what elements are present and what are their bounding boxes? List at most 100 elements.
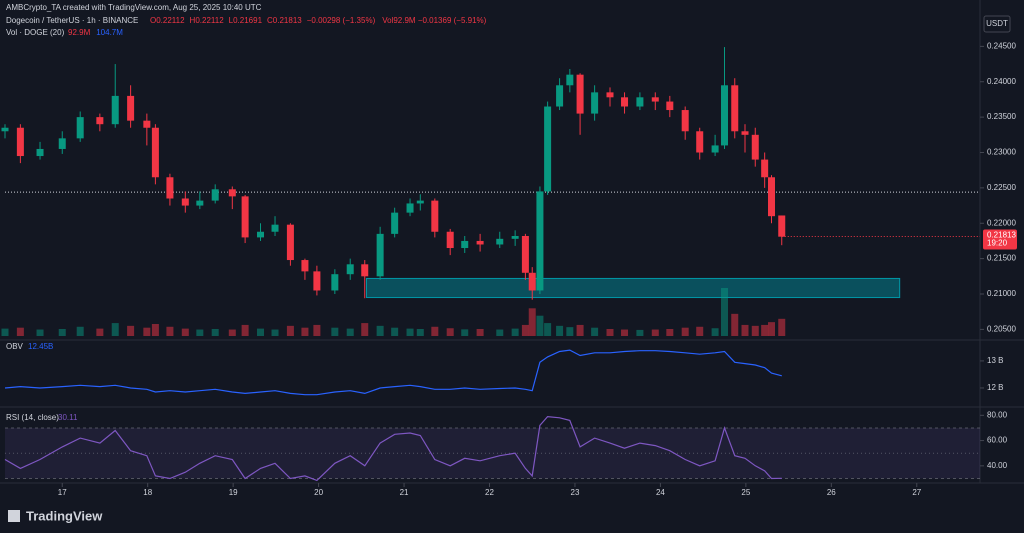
volume-bar <box>211 328 219 336</box>
y-tick-label: 0.21500 <box>987 254 1016 263</box>
candle-body <box>151 127 159 178</box>
y-tick-label: 0.23000 <box>987 148 1016 157</box>
volume-bar <box>606 328 614 336</box>
candle-body <box>58 138 66 149</box>
x-tick-label: 17 <box>58 488 67 497</box>
volume-bar <box>731 313 739 336</box>
candle-body <box>751 134 759 160</box>
candle-body <box>511 235 519 239</box>
rsi-value: 30.11 <box>58 413 78 422</box>
volume-bar <box>528 308 536 336</box>
last-price-box <box>983 229 1017 250</box>
volume-bar <box>446 328 454 336</box>
y-tick-label: 0.24500 <box>987 41 1016 50</box>
candle-body <box>271 224 279 232</box>
candle-body <box>544 106 552 192</box>
candle-body <box>286 224 294 261</box>
volume-value: 104.7M <box>96 28 123 37</box>
candle-body <box>536 191 544 291</box>
candle-body <box>446 231 454 249</box>
volume-bar <box>391 327 399 336</box>
rsi-tick-label: 40.00 <box>987 461 1008 470</box>
volume-bar <box>566 327 574 336</box>
volume-bar <box>58 328 66 336</box>
candle-body <box>391 212 399 234</box>
candle-body <box>778 215 786 237</box>
candle-body <box>143 120 151 128</box>
volume-bar <box>376 325 384 336</box>
volume-bar <box>166 326 174 336</box>
x-tick-label: 24 <box>656 488 665 497</box>
ohlc-value: −0.00298 (−1.35%) <box>307 16 376 25</box>
candle-body <box>228 189 236 197</box>
volume-bar <box>536 315 544 336</box>
candle-body <box>331 274 339 291</box>
volume-bar <box>96 328 104 336</box>
volume-bar <box>196 329 204 336</box>
countdown: 19:20 <box>987 239 1008 248</box>
candle-body <box>606 92 614 98</box>
y-tick-label: 0.24000 <box>987 77 1016 86</box>
x-tick-label: 18 <box>143 488 152 497</box>
volume-bar <box>636 329 644 336</box>
volume-bar <box>346 328 354 336</box>
volume-bar <box>256 328 264 336</box>
candle-body <box>111 95 119 125</box>
currency[interactable]: USDT <box>986 19 1008 28</box>
volume-bar <box>511 328 519 336</box>
y-tick-label: 0.22000 <box>987 218 1016 227</box>
candle-body <box>721 85 729 146</box>
candle-body <box>416 200 424 204</box>
rsi-tick-label: 80.00 <box>987 410 1008 419</box>
candle-body <box>711 145 719 153</box>
logo: TradingView <box>26 508 103 523</box>
volume-bar <box>416 328 424 336</box>
symbol: Dogecoin / TetherUS · 1h · BINANCE <box>6 16 138 25</box>
volume-bar <box>151 324 159 336</box>
ohlc-value: O0.22112 <box>150 16 185 25</box>
candle-body <box>767 177 775 217</box>
volume-bar <box>406 328 414 336</box>
volume-bar <box>711 328 719 336</box>
ohlc-value: C0.21813 <box>267 16 302 25</box>
volume-bar <box>181 328 189 336</box>
candle-body <box>181 198 189 206</box>
logo-icon <box>8 510 20 522</box>
candle-body <box>761 159 769 178</box>
volume-bar <box>301 327 309 336</box>
candle-body <box>696 131 704 153</box>
volume-bar <box>127 325 135 336</box>
volume-bar <box>361 323 369 336</box>
y-tick-label: 0.21000 <box>987 289 1016 298</box>
currency-box[interactable] <box>983 15 1011 33</box>
rsi-tick-label: 60.00 <box>987 436 1008 445</box>
volume-bar <box>431 326 439 336</box>
obv-line <box>4 349 782 396</box>
volume-bar <box>313 324 321 336</box>
candle-body <box>431 200 439 232</box>
candle-body <box>476 240 484 245</box>
candle-body <box>301 260 309 272</box>
candle-body <box>361 264 369 277</box>
obv-tick-label: 12 B <box>987 383 1003 392</box>
rsi-name: RSI (14, close) <box>6 413 59 422</box>
candle-body <box>556 85 564 107</box>
volume-bar <box>666 328 674 336</box>
last-price: 0.21813 <box>987 231 1016 240</box>
ohlc-value: L0.21691 <box>229 16 263 25</box>
candle-body <box>461 240 469 249</box>
volume-bar <box>591 327 599 336</box>
x-tick-label: 27 <box>912 488 921 497</box>
obv-name: OBV <box>6 342 24 351</box>
volume-bar <box>778 318 786 336</box>
candle-body <box>96 117 104 125</box>
volume-bar <box>767 322 775 336</box>
obv-tick-label: 13 B <box>987 356 1003 365</box>
volume-value: 92.9M <box>68 28 91 37</box>
candle-body <box>1 127 9 132</box>
x-tick-label: 22 <box>485 488 494 497</box>
obv-value: 12.45B <box>28 342 53 351</box>
candle-body <box>196 200 204 206</box>
volume-bar <box>496 329 504 336</box>
